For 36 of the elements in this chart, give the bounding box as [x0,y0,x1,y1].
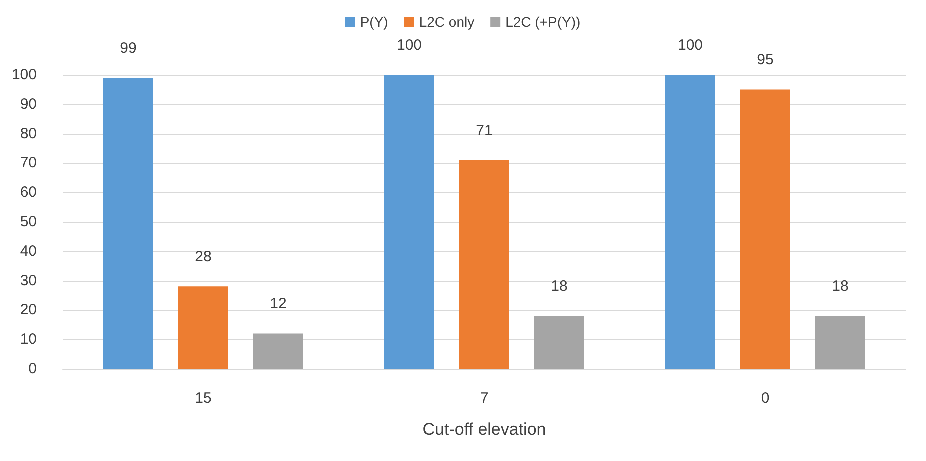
y-tick-label: 90 [20,96,37,113]
y-tick-label: 50 [20,214,37,230]
data-label: 95 [757,52,774,69]
bar [384,75,434,369]
y-tick-label: 60 [20,184,37,202]
bar [666,75,716,369]
legend-label: L2C (+P(Y)) [506,14,581,30]
data-label: 18 [832,278,849,296]
data-label: 28 [195,248,212,266]
legend-label: P(Y) [360,14,388,30]
data-label: 100 [678,37,704,54]
y-tick-label: 70 [20,154,37,172]
data-label: 71 [476,122,493,140]
data-label: 100 [396,37,422,54]
data-label: 12 [270,296,287,313]
bar [816,316,866,369]
y-tick-label: 0 [28,360,37,378]
bar [534,316,584,369]
y-tick-label: 30 [20,272,37,290]
x-tick-label: 7 [480,390,489,407]
bar [178,286,228,369]
y-tick-label: 80 [20,125,37,142]
bar [254,334,304,369]
y-tick-label: 20 [20,302,37,319]
bar [104,78,154,369]
bar [460,160,510,369]
x-tick-label: 15 [195,390,212,407]
y-tick-label: 10 [20,331,37,348]
data-label: 18 [551,278,568,296]
x-axis-title: Cut-off elevation [422,420,546,439]
y-tick-label: 100 [12,66,37,84]
y-tick-label: 40 [20,242,37,260]
legend-label: L2C only [419,14,475,30]
bar [740,90,790,369]
data-label: 99 [120,40,137,57]
x-tick-label: 0 [761,390,770,407]
